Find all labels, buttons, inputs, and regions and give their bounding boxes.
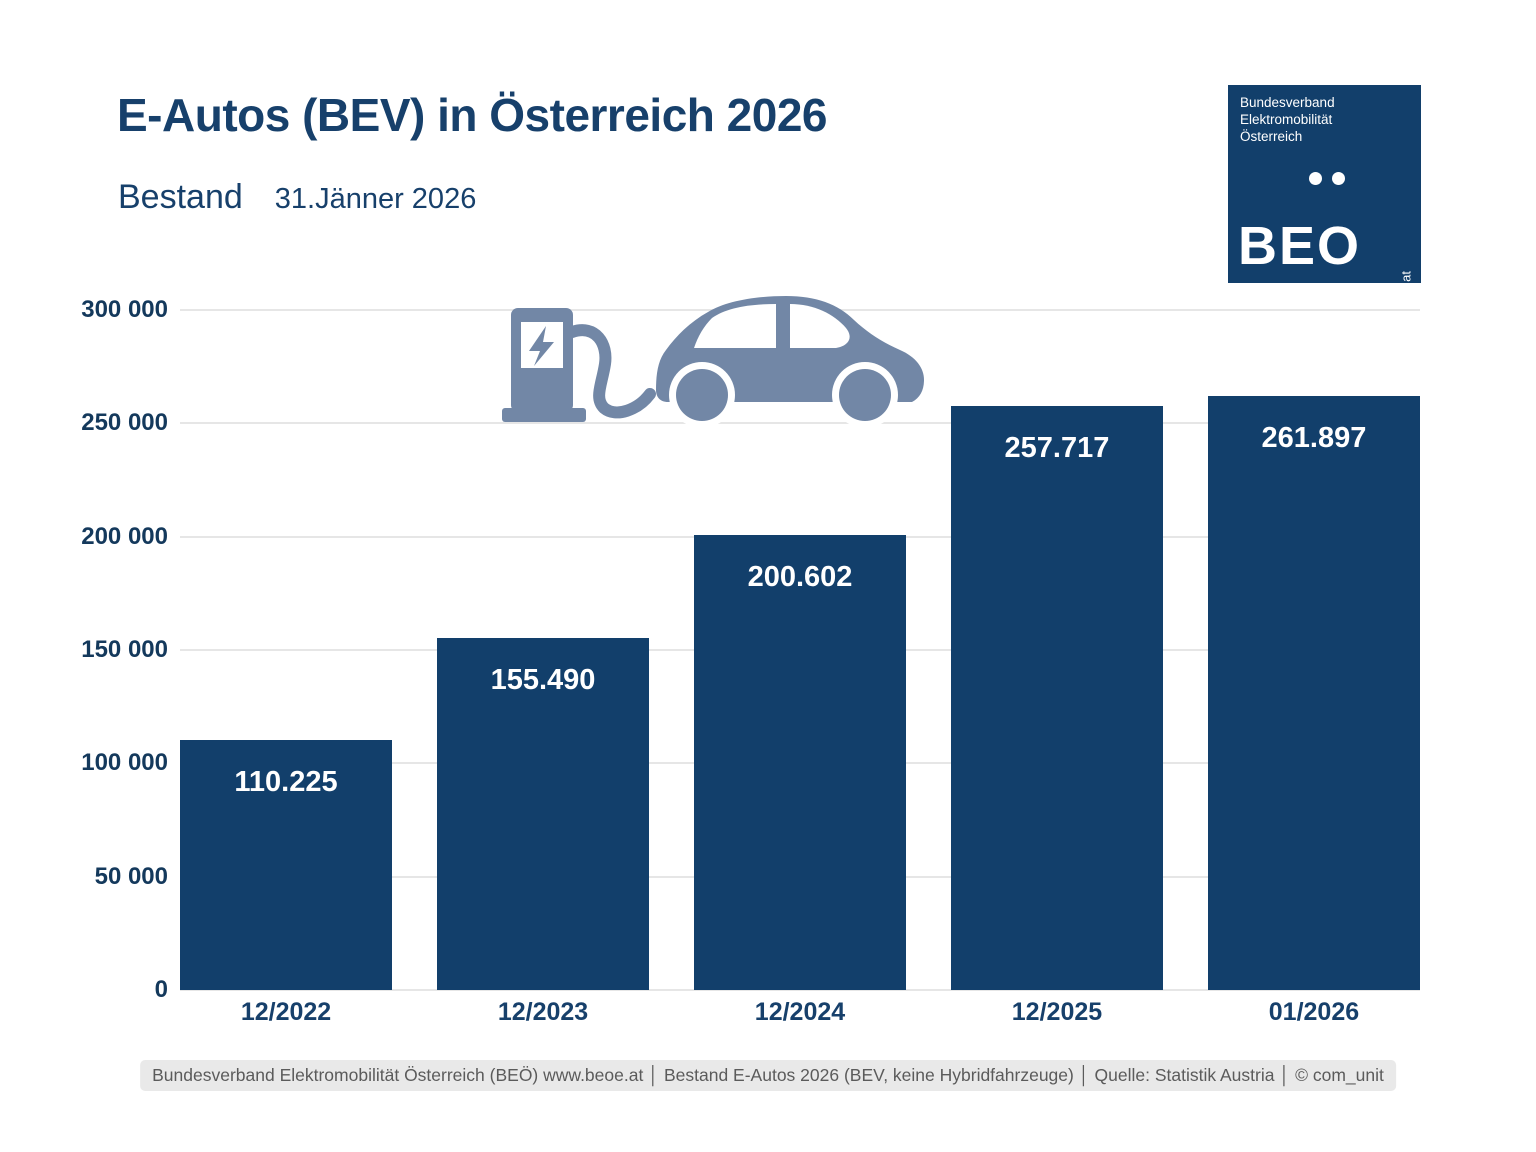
logo-org-name: Bundesverband Elektromobilität Österreic… xyxy=(1240,95,1335,144)
subtitle: Bestand 31.Jänner 2026 xyxy=(118,178,476,217)
beoe-logo: Bundesverband Elektromobilität Österreic… xyxy=(1228,85,1421,314)
bar-value-label: 200.602 xyxy=(747,561,853,594)
y-tick-label: 50 000 xyxy=(94,862,168,890)
gridline xyxy=(180,989,1420,991)
source-footer: Bundesverband Elektromobilität Österreic… xyxy=(140,1060,1396,1091)
x-tick-label: 12/2025 xyxy=(1011,998,1103,1026)
bar-value-label: 155.490 xyxy=(490,663,596,696)
bar-12-2022: 110.225 xyxy=(180,740,393,990)
x-tick-label: 12/2023 xyxy=(497,998,589,1026)
bar-series: 110.225 155.490 200.602 257.717 261.897 xyxy=(180,310,1420,990)
bar-12-2025: 257.717 xyxy=(950,405,1163,990)
bar-12-2023: 155.490 xyxy=(436,637,650,990)
bar-value-label: 261.897 xyxy=(1261,422,1367,455)
bar-value-label: 110.225 xyxy=(234,766,338,799)
logo-wordmark: BEO xyxy=(1238,216,1362,276)
bar-value-label: 257.717 xyxy=(1004,431,1110,464)
bar-column: 257.717 xyxy=(950,310,1163,990)
ev-charging-car-icon xyxy=(502,296,924,428)
x-tick-label: 01/2026 xyxy=(1268,998,1360,1026)
y-axis: 0 50 000 100 000 150 000 200 000 250 000 300 0… xyxy=(0,296,168,1003)
y-tick-label: 300 000 xyxy=(81,296,168,323)
x-tick-label: 12/2022 xyxy=(240,998,332,1026)
y-tick-label: 100 000 xyxy=(81,749,168,777)
x-axis: 12/2022 12/2023 12/2024 12/2025 01/2026 xyxy=(180,998,1420,1027)
gridline xyxy=(180,422,1420,425)
logo-website: beoe.at xyxy=(1398,271,1413,315)
subtitle-date: 31.Jänner 2026 xyxy=(274,183,477,215)
bar-column: 200.602 xyxy=(693,310,906,990)
plot-area: 110.225 155.490 200.602 257.717 261.897 xyxy=(180,309,1420,991)
y-tick-label: 0 xyxy=(154,976,168,1003)
bar-01-2026: 261.897 xyxy=(1207,396,1420,990)
page-title: E-Autos (BEV) in Österreich 2026 xyxy=(117,89,827,141)
y-tick-label: 250 000 xyxy=(81,409,168,437)
bar-12-2024: 200.602 xyxy=(693,535,906,990)
y-tick-label: 200 000 xyxy=(81,522,168,550)
x-tick-label: 12/2024 xyxy=(754,998,846,1026)
subtitle-label: Bestand xyxy=(118,178,243,216)
logo-umlaut-dots-icon xyxy=(1309,172,1346,186)
bar-column: 155.490 xyxy=(436,310,650,990)
bar-column: 110.225 xyxy=(180,310,393,990)
y-tick-label: 150 000 xyxy=(81,636,168,663)
bar-column: 261.897 xyxy=(1207,310,1420,990)
